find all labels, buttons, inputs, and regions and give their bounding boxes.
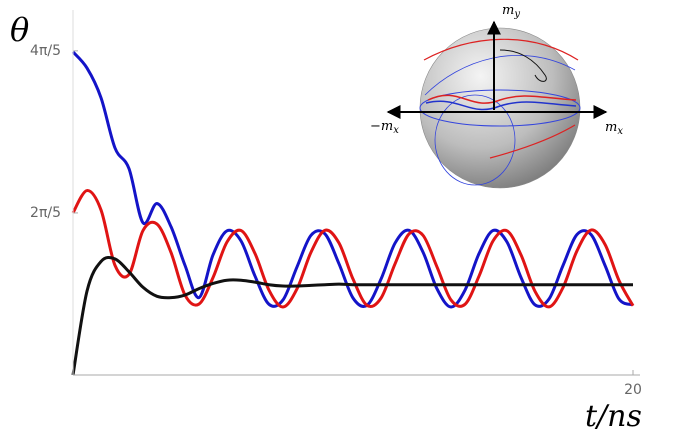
annotation: mx [605, 120, 623, 137]
series-line [71, 256, 633, 376]
series-line [71, 189, 635, 309]
x-axis-label: t/ns [585, 399, 642, 434]
y-tick-label: 2π/5 [30, 205, 61, 221]
x-tick-label: 20 [624, 382, 642, 398]
sphere-inset: my −mx mx [370, 3, 623, 189]
series-line [71, 50, 634, 309]
y-tick-label: 4π/5 [30, 43, 61, 59]
plot [71, 50, 635, 376]
y-axis-label: θ [10, 11, 29, 49]
annotation: −mx [370, 119, 399, 136]
annotation: my [502, 3, 520, 20]
